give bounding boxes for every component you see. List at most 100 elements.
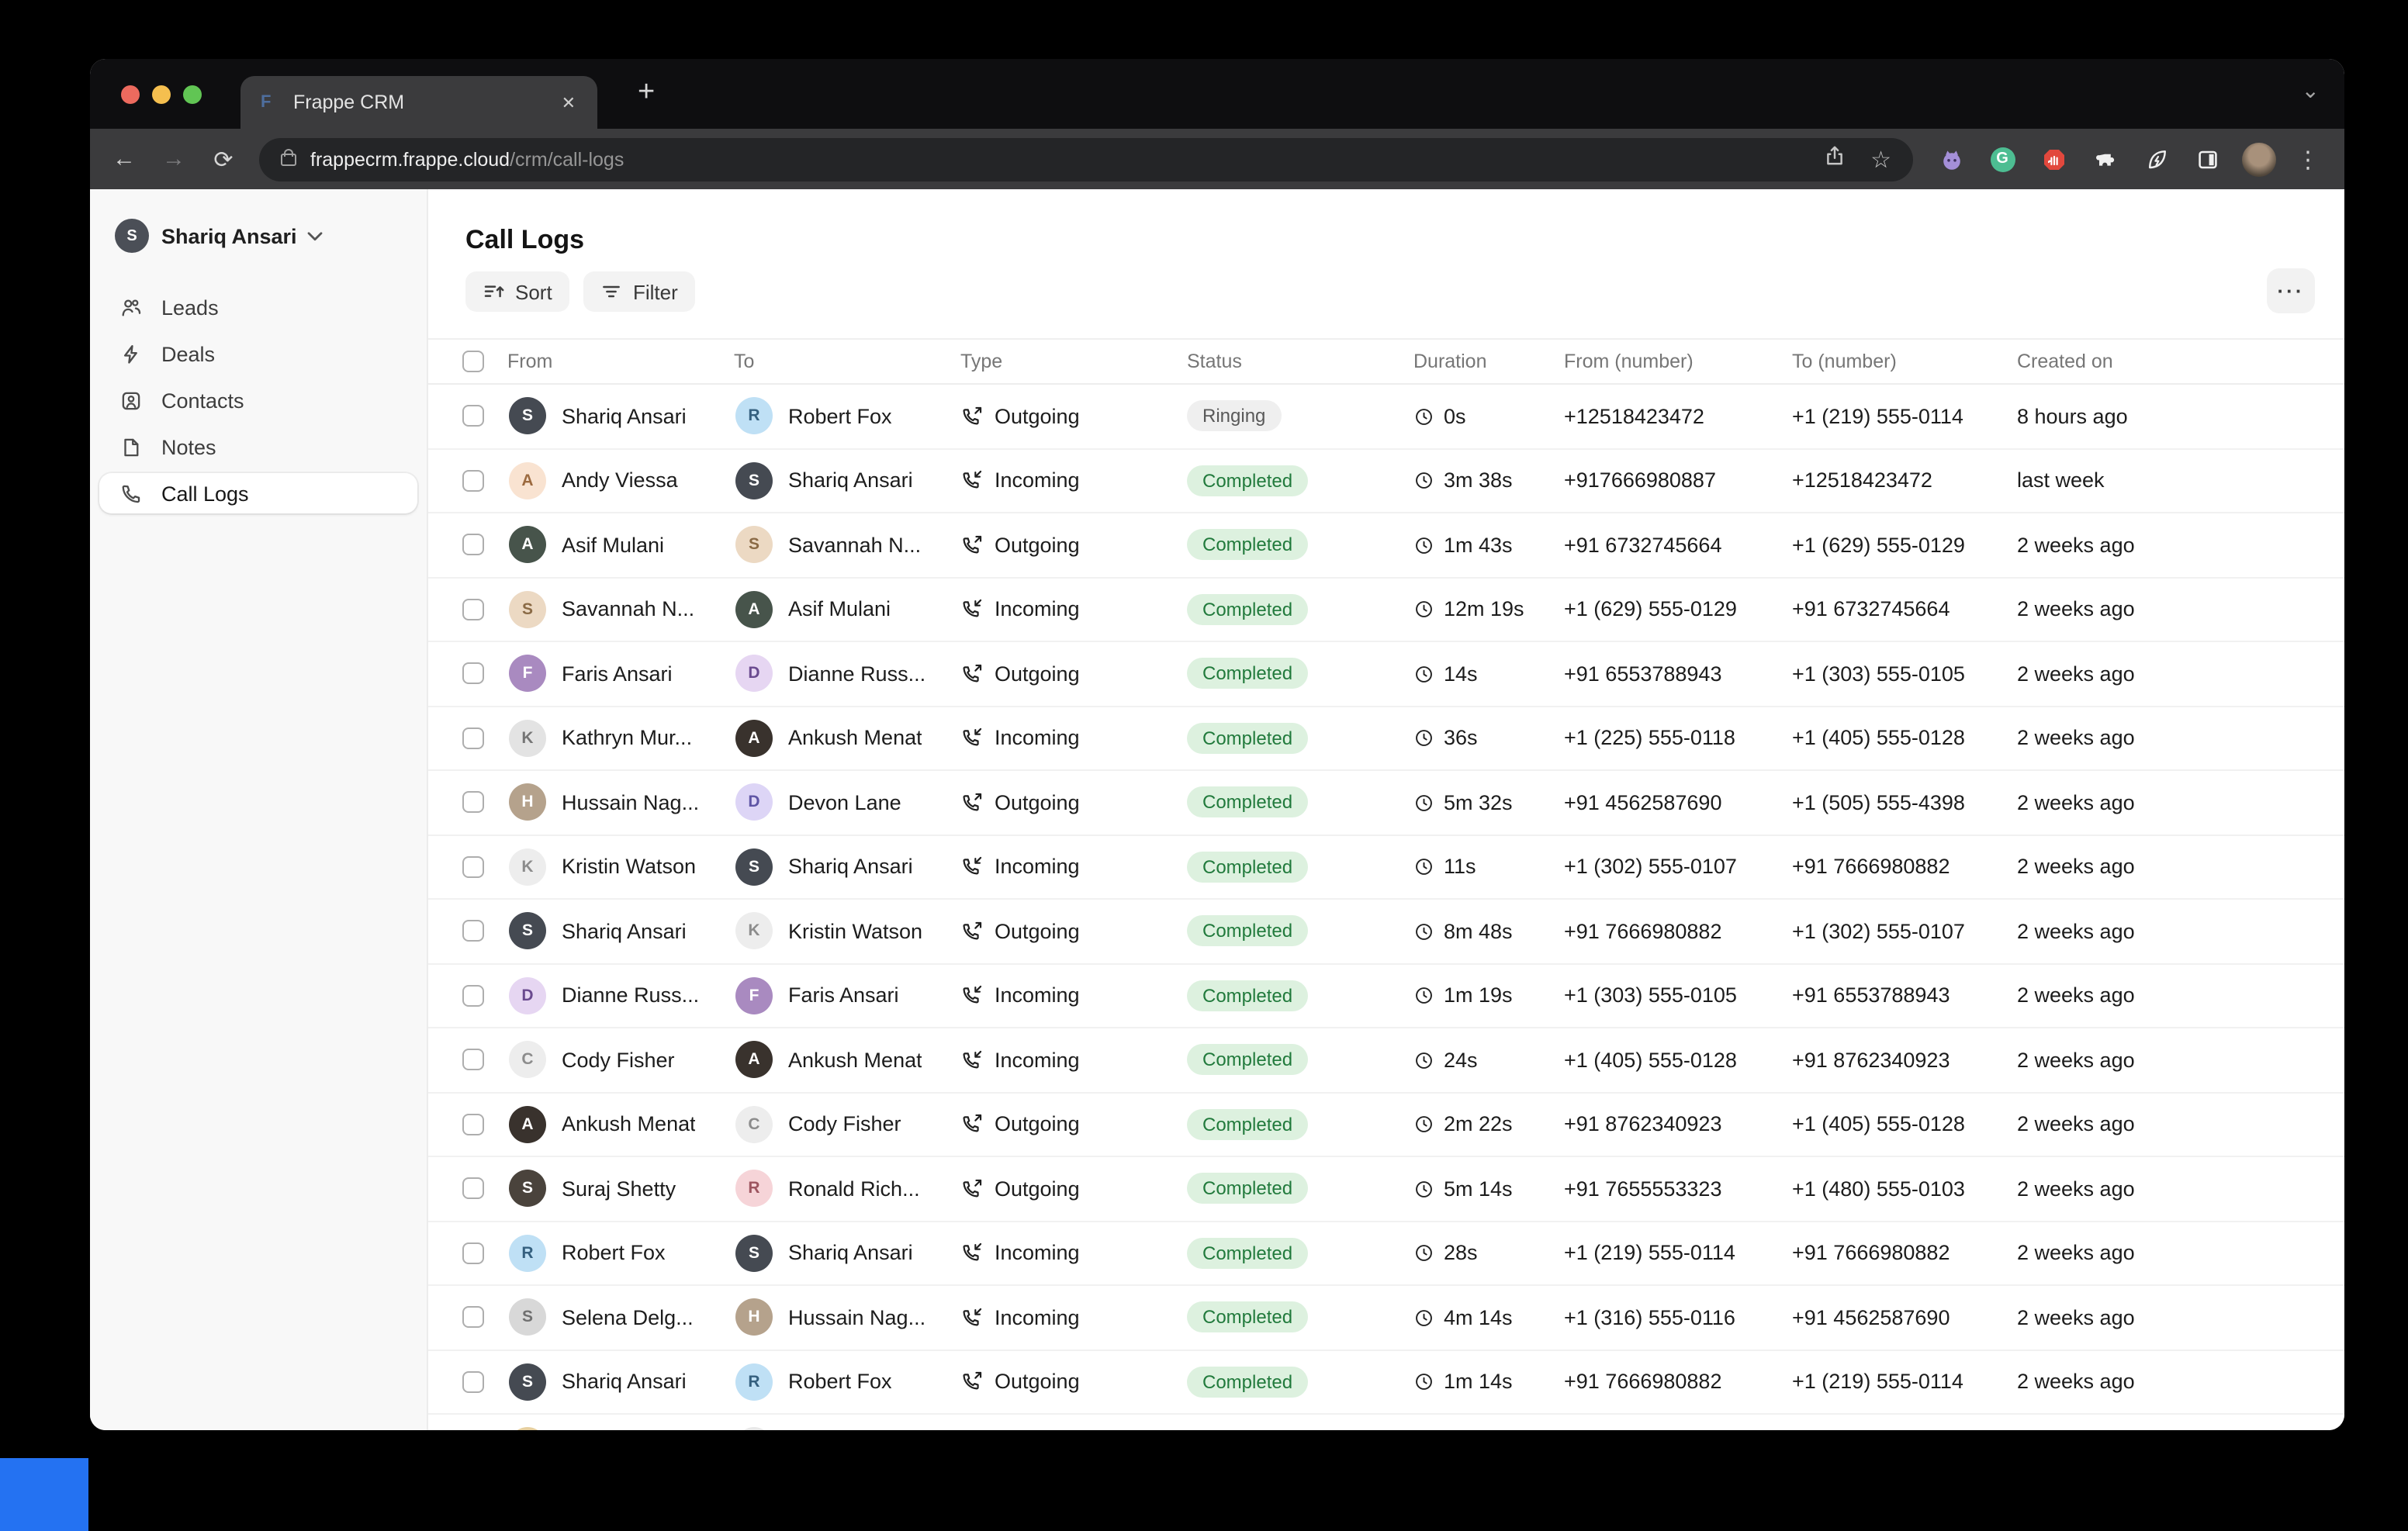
sidebar-item-deals[interactable]: Deals (99, 334, 417, 374)
table-row[interactable]: K Kathryn Mur... A Ankush Menat Incoming… (428, 707, 2344, 771)
created-on: 2 weeks ago (2017, 1305, 2135, 1329)
select-all-checkbox[interactable] (462, 351, 484, 372)
to-number: +1 (629) 555-0129 (1792, 533, 1965, 557)
table-row[interactable]: K Kristin Watson S Shariq Ansari Incomin… (428, 835, 2344, 900)
table-row[interactable]: S Shariq Ansari R Robert Fox Outgoing Co… (428, 1350, 2344, 1415)
address-bar[interactable]: frappecrm.frappe.cloud /crm/call-logs ☆ (259, 137, 1913, 181)
created-on: 2 weeks ago (2017, 662, 2135, 686)
row-checkbox[interactable] (462, 469, 484, 492)
table-row[interactable]: H Hussain Nag... D Devon Lane Outgoing C… (428, 771, 2344, 835)
table-row[interactable]: A Asif Mulani S Savannah N... Outgoing C… (428, 513, 2344, 578)
clock-icon (1416, 794, 1432, 810)
call-type-icon (963, 793, 982, 810)
user-menu[interactable]: S Shariq Ansari (90, 217, 427, 254)
sidebar-item-call-logs[interactable]: Call Logs (99, 473, 417, 513)
to-name: Shariq Ansari (788, 468, 913, 492)
col-header-from: From (507, 351, 553, 372)
row-checkbox[interactable] (462, 1177, 484, 1200)
row-checkbox[interactable] (462, 1306, 484, 1329)
clock-icon (1416, 1245, 1432, 1261)
row-checkbox[interactable] (462, 662, 484, 685)
side-panel-icon[interactable] (2194, 146, 2220, 172)
window-close-button[interactable] (121, 85, 140, 104)
share-icon[interactable] (1822, 143, 1846, 175)
row-checkbox[interactable] (462, 791, 484, 814)
sidebar-item-contacts[interactable]: Contacts (99, 380, 417, 420)
from-number: +91 8762340923 (1564, 1112, 1722, 1136)
table-row[interactable] (428, 1415, 2344, 1430)
call-type: Incoming (995, 597, 1080, 621)
row-checkbox[interactable] (462, 405, 484, 427)
extension-leaf-icon[interactable] (2143, 146, 2169, 172)
row-checkbox[interactable] (462, 920, 484, 942)
sort-button[interactable]: Sort (465, 271, 569, 312)
status-badge: Completed (1187, 1108, 1309, 1140)
browser-menu-kebab-icon[interactable]: ⋮ (2296, 147, 2320, 173)
table-row[interactable]: S Suraj Shetty R Ronald Rich... Outgoing… (428, 1157, 2344, 1222)
clock-icon (1416, 1052, 1432, 1068)
row-checkbox[interactable] (462, 727, 484, 749)
window-minimize-button[interactable] (152, 85, 171, 104)
back-button[interactable]: ← (112, 146, 136, 172)
table-row[interactable]: S Shariq Ansari K Kristin Watson Outgoin… (428, 900, 2344, 964)
table-row[interactable]: F Faris Ansari D Dianne Russ... Outgoing… (428, 642, 2344, 707)
browser-profile-avatar[interactable] (2242, 142, 2276, 176)
browser-tab[interactable]: F Frappe CRM ✕ (240, 76, 597, 129)
from-name: Asif Mulani (562, 533, 665, 557)
tab-overview-chevron-icon[interactable]: ⌄ (2301, 78, 2320, 102)
sidebar-item-leads[interactable]: Leads (99, 287, 417, 327)
row-checkbox[interactable] (462, 855, 484, 878)
tab-close-icon[interactable]: ✕ (561, 94, 576, 112)
to-name: Kristin Watson (788, 919, 923, 943)
duration: 14s (1444, 662, 1478, 686)
table-row[interactable]: S Shariq Ansari R Robert Fox Outgoing Ri… (428, 385, 2344, 449)
forward-button[interactable]: → (162, 146, 185, 172)
extension-grammarly-icon[interactable]: G (1989, 146, 2015, 172)
from-name: Ankush Menat (562, 1112, 696, 1136)
people-icon (122, 299, 141, 316)
table-row[interactable]: S Selena Delg... H Hussain Nag... Incomi… (428, 1286, 2344, 1350)
row-checkbox[interactable] (462, 984, 484, 1007)
row-checkbox[interactable] (462, 1370, 484, 1393)
filter-button[interactable]: Filter (583, 271, 695, 312)
background-window-corner (0, 1458, 88, 1531)
call-type: Outgoing (995, 919, 1080, 943)
from-name: Shariq Ansari (562, 404, 687, 428)
row-checkbox[interactable] (462, 1049, 484, 1071)
phone-icon (122, 484, 140, 503)
table-row[interactable]: A Ankush Menat C Cody Fisher Outgoing Co… (428, 1093, 2344, 1157)
to-avatar: A (735, 590, 773, 628)
from-name: Savannah N... (562, 597, 695, 621)
created-on: 2 weeks ago (2017, 726, 2135, 750)
row-checkbox[interactable] (462, 1113, 484, 1135)
duration: 1m 19s (1444, 983, 1513, 1007)
clock-icon (1416, 1180, 1432, 1197)
table-row[interactable]: A Andy Viessa S Shariq Ansari Incoming C… (428, 449, 2344, 513)
table-row[interactable]: C Cody Fisher A Ankush Menat Incoming Co… (428, 1028, 2344, 1093)
more-options-button[interactable]: ··· (2267, 268, 2315, 313)
extensions-puzzle-icon[interactable] (2091, 146, 2118, 172)
duration: 5m 14s (1444, 1177, 1513, 1201)
row-checkbox[interactable] (462, 1242, 484, 1264)
reload-button[interactable]: ⟳ (213, 147, 234, 173)
to-number: +91 6553788943 (1792, 983, 1950, 1007)
row-checkbox[interactable] (462, 534, 484, 556)
to-name: Ronald Rich... (788, 1177, 920, 1201)
call-type: Incoming (995, 468, 1080, 492)
duration: 24s (1444, 1048, 1478, 1072)
col-header-from-number: From (number) (1564, 351, 1694, 372)
bookmark-star-icon[interactable]: ☆ (1870, 147, 1891, 173)
table-row[interactable]: R Robert Fox S Shariq Ansari Incoming Co… (428, 1222, 2344, 1286)
extension-octocat-icon[interactable] (1938, 146, 1964, 172)
status-badge: Completed (1187, 915, 1309, 947)
window-zoom-button[interactable] (183, 85, 202, 104)
extension-adblock-icon[interactable] (2040, 146, 2067, 172)
row-checkbox[interactable] (462, 598, 484, 620)
browser-window: F Frappe CRM ✕ + ⌄ ← → ⟳ frappecrm.frapp… (90, 59, 2344, 1430)
created-on: 2 weeks ago (2017, 1370, 2135, 1394)
table-row[interactable]: S Savannah N... A Asif Mulani Incoming C… (428, 578, 2344, 642)
sidebar-item-notes[interactable]: Notes (99, 427, 417, 467)
new-tab-button[interactable]: + (638, 76, 656, 109)
table-row[interactable]: D Dianne Russ... F Faris Ansari Incoming… (428, 964, 2344, 1028)
